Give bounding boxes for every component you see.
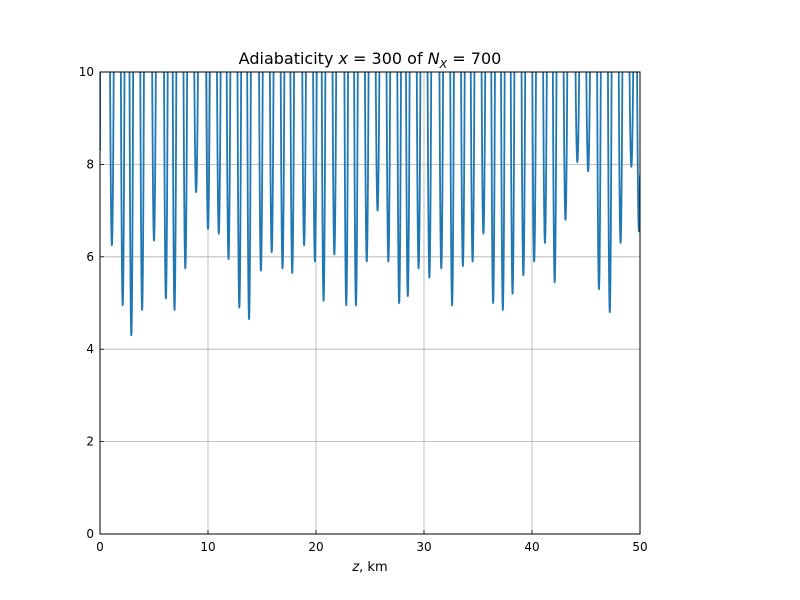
y-tick-label: 0 <box>86 527 94 541</box>
chart-title: Adiabaticity x = 300 of NX = 700 <box>239 49 502 71</box>
x-tick-label: 0 <box>96 540 104 554</box>
y-tick-label: 10 <box>79 65 94 79</box>
y-tick-label: 2 <box>86 435 94 449</box>
x-tick-label: 50 <box>632 540 647 554</box>
x-tick-label: 30 <box>416 540 431 554</box>
x-tick-label: 10 <box>200 540 215 554</box>
y-tick-label: 4 <box>86 342 94 356</box>
x-axis-label: z, km <box>351 560 387 575</box>
axis-ticks: 0 10 20 30 40 50 0 2 4 6 8 10 <box>79 65 648 554</box>
y-tick-label: 8 <box>86 157 94 171</box>
x-tick-label: 40 <box>524 540 539 554</box>
y-tick-label: 6 <box>86 250 94 264</box>
x-tick-label: 20 <box>308 540 323 554</box>
plot-frame <box>99 71 641 535</box>
